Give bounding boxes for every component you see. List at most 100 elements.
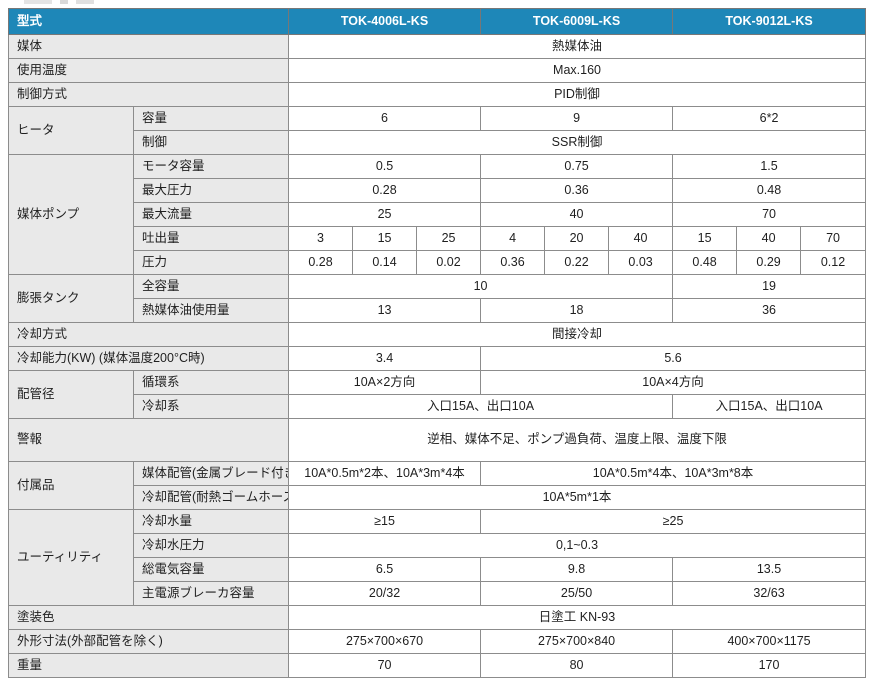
row-heater-capacity: ヒータ 容量 6 9 6*2 (8, 106, 866, 155)
cell-cooling-capacity-2: 5.6 (480, 346, 866, 371)
cell-piping-cooling-2: 入口15A、出口10A (672, 394, 866, 419)
cell-pump-discharge-1: 3 (288, 226, 354, 251)
cell-media-value: 熱媒体油 (288, 34, 866, 59)
row-label-piping-circulation: 循環系 (132, 370, 290, 395)
cell-util-breaker-3: 32/63 (672, 581, 866, 606)
cell-util-cooling-water-1: ≥15 (288, 509, 482, 534)
row-label-dimensions: 外形寸法(外部配管を除く) (7, 629, 290, 654)
row-acc-media-piping: 付属品 媒体配管(金属ブレード付きテフロンホース) 10A*0.5m*2本、10… (8, 461, 866, 510)
cell-util-cooling-water-2: ≥25 (480, 509, 866, 534)
row-label-piping-cooling: 冷却系 (132, 394, 290, 419)
row-label-control-method: 制御方式 (7, 82, 290, 107)
cell-tank-oil-usage-3: 36 (672, 298, 866, 323)
row-pump-max-flow: 最大流量 25 40 70 (9, 202, 866, 227)
model-header-tok-4006: TOK-4006L-KS (288, 8, 482, 35)
cell-util-water-pressure-value: 0,1~0.3 (288, 533, 866, 558)
row-label-paint: 塗装色 (7, 605, 290, 630)
cell-pump-max-pressure-1: 0.28 (288, 178, 482, 203)
row-util-electric-capacity: 総電気容量 6.5 9.8 13.5 (9, 557, 866, 582)
row-util-cooling-water: ユーティリティ 冷却水量 ≥15 ≥25 (8, 509, 866, 606)
cell-pump-discharge-5: 20 (544, 226, 610, 251)
row-operating-temp: 使用温度 Max.160 (7, 58, 866, 83)
group-label-pump: 媒体ポンプ (8, 154, 134, 275)
cell-pump-discharge-8: 40 (736, 226, 802, 251)
cell-dimensions-1: 275×700×670 (288, 629, 482, 654)
row-tank-total-capacity: 膨張タンク 全容量 10 19 (8, 274, 866, 323)
row-model-header: 型式 TOK-4006L-KS TOK-6009L-KS TOK-9012L-K… (7, 8, 866, 35)
cell-tank-total-2: 19 (672, 274, 866, 299)
row-label-pump-discharge: 吐出量 (132, 226, 290, 251)
cell-heater-capacity-1: 6 (288, 106, 482, 131)
row-dimensions: 外形寸法(外部配管を除く) 275×700×670 275×700×840 40… (7, 629, 866, 654)
cell-tank-oil-usage-1: 13 (288, 298, 482, 323)
cell-pump-pressure-4: 0.36 (480, 250, 546, 275)
row-tank-oil-usage: 熱媒体油使用量 13 18 36 (9, 298, 866, 323)
cell-util-breaker-2: 25/50 (480, 581, 674, 606)
group-label-accessories: 付属品 (8, 461, 134, 510)
row-label-alarm: 警報 (7, 418, 290, 462)
row-util-breaker-capacity: 主電源ブレーカ容量 20/32 25/50 32/63 (9, 581, 866, 606)
row-label-pump-max-flow: 最大流量 (132, 202, 290, 227)
row-label-cooling-capacity: 冷却能力(KW) (媒体温度200°C時) (7, 346, 290, 371)
cell-pump-max-flow-1: 25 (288, 202, 482, 227)
cell-cooling-method-value: 間接冷却 (288, 322, 866, 347)
row-weight: 重量 70 80 170 (7, 653, 866, 678)
row-label-util-breaker: 主電源ブレーカ容量 (132, 581, 290, 606)
cell-pump-discharge-7: 15 (672, 226, 738, 251)
cell-util-electric-2: 9.8 (480, 557, 674, 582)
group-label-heater: ヒータ (8, 106, 134, 155)
row-label-acc-media-piping: 媒体配管(金属ブレード付きテフロンホース) (132, 461, 290, 486)
cell-weight-1: 70 (288, 653, 482, 678)
row-pump-discharge: 吐出量 3 15 25 4 20 40 15 40 70 (9, 226, 866, 251)
group-label-utility: ユーティリティ (8, 509, 134, 606)
row-media: 媒体 熱媒体油 (7, 34, 866, 59)
cell-weight-2: 80 (480, 653, 674, 678)
cell-acc-cooling-piping-value: 10A*5m*1本 (288, 485, 866, 510)
group-label-piping: 配管径 (8, 370, 134, 419)
cell-pump-pressure-5: 0.22 (544, 250, 610, 275)
cell-tank-total-1: 10 (288, 274, 674, 299)
row-label-cooling-method: 冷却方式 (7, 322, 290, 347)
cell-dimensions-3: 400×700×1175 (672, 629, 866, 654)
row-label-heater-capacity: 容量 (132, 106, 290, 131)
cell-cooling-capacity-1: 3.4 (288, 346, 482, 371)
cell-pump-pressure-7: 0.48 (672, 250, 738, 275)
group-label-tank: 膨張タンク (8, 274, 134, 323)
cell-pump-discharge-2: 15 (352, 226, 418, 251)
cell-util-electric-1: 6.5 (288, 557, 482, 582)
row-label-util-water-pressure: 冷却水圧力 (132, 533, 290, 558)
cell-pump-max-pressure-2: 0.36 (480, 178, 674, 203)
cell-operating-temp-value: Max.160 (288, 58, 866, 83)
cell-weight-3: 170 (672, 653, 866, 678)
cell-heater-capacity-3: 6*2 (672, 106, 866, 131)
row-alarm: 警報 逆相、媒体不足、ポンプ過負荷、温度上限、温度下限 (7, 418, 866, 462)
cell-acc-media-piping-1: 10A*0.5m*2本、10A*3m*4本 (288, 461, 482, 486)
cell-pump-discharge-9: 70 (800, 226, 866, 251)
cell-heater-control-value: SSR制御 (288, 130, 866, 155)
cell-heater-capacity-2: 9 (480, 106, 674, 131)
row-cooling-method: 冷却方式 間接冷却 (7, 322, 866, 347)
row-label-util-electric: 総電気容量 (132, 557, 290, 582)
row-label-media: 媒体 (7, 34, 290, 59)
cell-pump-pressure-3: 0.02 (416, 250, 482, 275)
cell-piping-circulation-2: 10A×4方向 (480, 370, 866, 395)
cell-alarm-value: 逆相、媒体不足、ポンプ過負荷、温度上限、温度下限 (288, 418, 866, 462)
row-pump-pressure: 圧力 0.28 0.14 0.02 0.36 0.22 0.03 0.48 0.… (9, 250, 866, 275)
cell-pump-pressure-8: 0.29 (736, 250, 802, 275)
cell-piping-circulation-1: 10A×2方向 (288, 370, 482, 395)
row-control-method: 制御方式 PID制御 (7, 82, 866, 107)
cell-pump-pressure-2: 0.14 (352, 250, 418, 275)
cell-pump-motor-1: 0.5 (288, 154, 482, 179)
row-piping-cooling: 冷却系 入口15A、出口10A 入口15A、出口10A (9, 394, 866, 419)
row-label-heater-control: 制御 (132, 130, 290, 155)
model-header-tok-9012: TOK-9012L-KS (672, 8, 866, 35)
cell-pump-motor-3: 1.5 (672, 154, 866, 179)
cell-control-method-value: PID制御 (288, 82, 866, 107)
cell-pump-max-flow-2: 40 (480, 202, 674, 227)
cell-pump-discharge-3: 25 (416, 226, 482, 251)
row-heater-control: 制御 SSR制御 (9, 130, 866, 155)
cell-pump-pressure-9: 0.12 (800, 250, 866, 275)
cell-pump-max-flow-3: 70 (672, 202, 866, 227)
row-label-tank-total: 全容量 (132, 274, 290, 299)
